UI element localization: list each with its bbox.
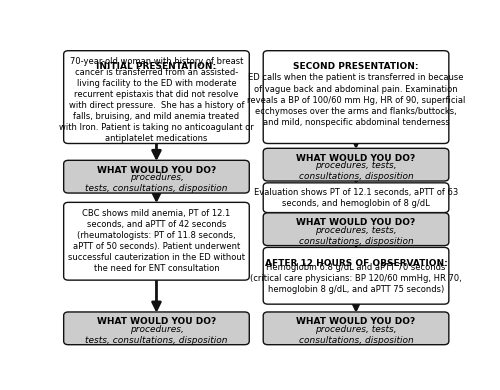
FancyBboxPatch shape [263,312,449,345]
FancyBboxPatch shape [263,51,449,144]
FancyBboxPatch shape [64,202,250,280]
Text: procedures, tests,
consultations, disposition: procedures, tests, consultations, dispos… [298,226,414,246]
Text: CBC shows mild anemia, PT of 12.1
seconds, and aPTT of 42 seconds
(rheumatologis: CBC shows mild anemia, PT of 12.1 second… [68,209,245,273]
Text: AFTER 12 HOURS OF OBSERVATION:: AFTER 12 HOURS OF OBSERVATION: [264,259,448,268]
Text: WHAT WOULD YOU DO?: WHAT WOULD YOU DO? [296,317,416,326]
FancyBboxPatch shape [263,247,449,304]
FancyBboxPatch shape [263,148,449,181]
FancyBboxPatch shape [64,51,250,144]
Text: procedures, tests,
consultations, disposition: procedures, tests, consultations, dispos… [298,161,414,181]
Text: SECOND PRESENTATION:: SECOND PRESENTATION: [294,62,419,71]
FancyBboxPatch shape [263,213,449,246]
Text: Evaluation shows PT of 12.1 seconds, aPTT of 63
seconds, and hemoglobin of 8 g/d: Evaluation shows PT of 12.1 seconds, aPT… [254,188,458,208]
FancyBboxPatch shape [64,312,250,345]
Text: procedures, tests,
consultations, disposition: procedures, tests, consultations, dispos… [298,325,414,345]
Text: WHAT WOULD YOU DO?: WHAT WOULD YOU DO? [97,166,216,175]
Text: ED calls when the patient is transferred in because
of vague back and abdominal : ED calls when the patient is transferred… [247,73,465,127]
Text: procedures,
tests, consultations, disposition: procedures, tests, consultations, dispos… [85,173,228,193]
Text: WHAT WOULD YOU DO?: WHAT WOULD YOU DO? [97,317,216,326]
FancyBboxPatch shape [263,183,449,213]
FancyBboxPatch shape [64,160,250,193]
Text: 70-year-old woman with history of breast
cancer is transferred from an assisted-: 70-year-old woman with history of breast… [59,57,254,144]
Text: Hemoglobin 6.8 g/dL and aPTT 70 seconds
(critical care physicians: BP 120/60 mmH: Hemoglobin 6.8 g/dL and aPTT 70 seconds … [250,263,462,294]
Text: WHAT WOULD YOU DO?: WHAT WOULD YOU DO? [296,218,416,227]
Text: INITIAL PRESENTATION:: INITIAL PRESENTATION: [96,62,216,71]
Text: WHAT WOULD YOU DO?: WHAT WOULD YOU DO? [296,154,416,163]
Text: procedures,
tests, consultations, disposition: procedures, tests, consultations, dispos… [85,325,228,345]
